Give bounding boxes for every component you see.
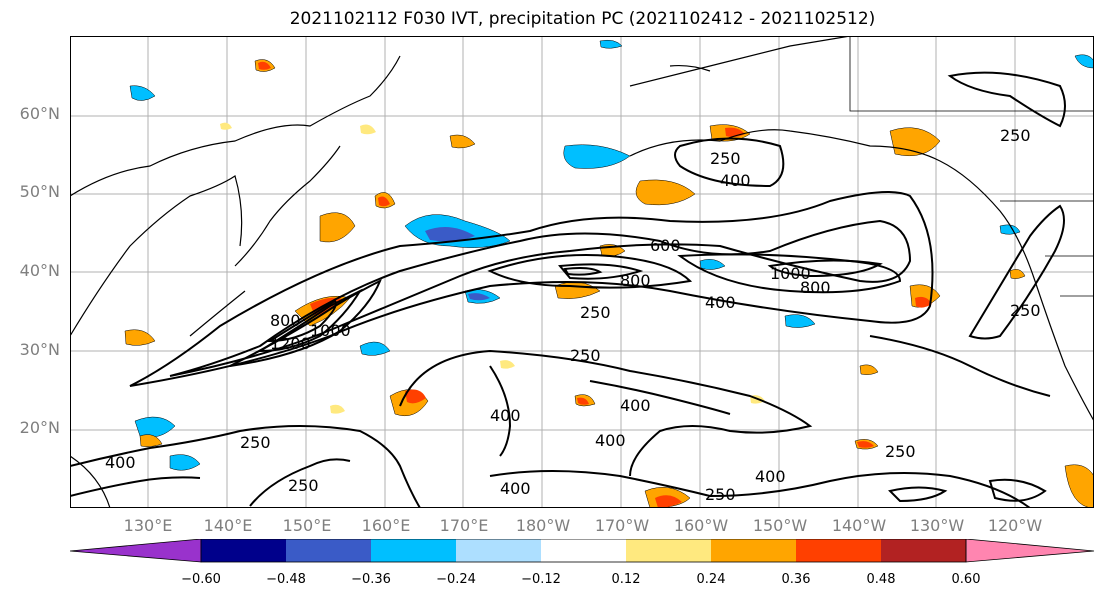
contour-label-250-g: 250 bbox=[705, 485, 736, 504]
colorbar-tick-1: −0.60 bbox=[181, 572, 221, 587]
coastlines bbox=[70, 36, 1094, 508]
contour-label-400: 400 bbox=[705, 293, 736, 312]
lon-label-160w: 160°W bbox=[673, 516, 729, 535]
contour-labels: 600 800 400 250 800 1000 1200 1000 800 2… bbox=[105, 126, 1041, 504]
lat-label-60n: 60°N bbox=[19, 104, 60, 123]
contour-label-1200: 1200 bbox=[270, 334, 311, 353]
colorbar-tick-10: 0.60 bbox=[951, 572, 981, 587]
colorbar-segment-3 bbox=[371, 539, 456, 562]
lat-label-50n: 50°N bbox=[19, 182, 60, 201]
contour-label-250-d: 250 bbox=[570, 346, 601, 365]
contour-label-800: 800 bbox=[620, 271, 651, 290]
lat-label-40n: 40°N bbox=[19, 261, 60, 280]
colorbar-tick-5: −0.12 bbox=[521, 572, 561, 587]
contour-label-400-c: 400 bbox=[620, 396, 651, 415]
contour-label-250-h: 250 bbox=[885, 442, 916, 461]
colorbar-tick-2: −0.48 bbox=[266, 572, 306, 587]
colorbar-segment-5 bbox=[541, 539, 626, 562]
colorbar-tick-6: 0.12 bbox=[611, 572, 641, 587]
contour-label-400-d: 400 bbox=[595, 431, 626, 450]
colorbar-tick-7: 0.24 bbox=[696, 572, 726, 587]
colorbar-segment-2 bbox=[286, 539, 371, 562]
lon-label-140w: 140°W bbox=[831, 516, 887, 535]
contour-label-1000: 1000 bbox=[310, 321, 351, 340]
colorbar-extend-high bbox=[965, 539, 1095, 563]
contour-label-400-g: 400 bbox=[500, 479, 531, 498]
contour-label-400-b: 400 bbox=[720, 171, 751, 190]
colorbar-segment-8 bbox=[796, 539, 881, 562]
lon-label-150w: 150°W bbox=[752, 516, 808, 535]
contour-label-250-c: 250 bbox=[1000, 126, 1031, 145]
contour-label-400-f: 400 bbox=[105, 453, 136, 472]
colorbar-tick-4: −0.24 bbox=[436, 572, 476, 587]
lon-label-180w: 180°W bbox=[515, 516, 571, 535]
map-title: 2021102112 F030 IVT, precipitation PC (2… bbox=[289, 9, 876, 29]
colorbar-tick-3: −0.36 bbox=[351, 572, 391, 587]
colorbar-segment-1 bbox=[201, 539, 286, 562]
colorbar-segment-9 bbox=[881, 539, 966, 562]
lon-label-170w: 170°W bbox=[594, 516, 650, 535]
colorbar-segment-4 bbox=[456, 539, 541, 562]
contour-label-400-h: 400 bbox=[755, 467, 786, 486]
lon-label-130w: 130°W bbox=[909, 516, 965, 535]
lon-label-130e: 130°E bbox=[123, 516, 173, 535]
contour-label-250-b: 250 bbox=[710, 149, 741, 168]
contour-label-800-c: 800 bbox=[270, 311, 301, 330]
lat-label-30n: 30°N bbox=[19, 340, 60, 359]
contour-label-250-i: 250 bbox=[1010, 301, 1041, 320]
colorbar-segment-7 bbox=[711, 539, 796, 562]
colorbar bbox=[70, 539, 1095, 563]
lon-label-140e: 140°E bbox=[203, 516, 253, 535]
contour-label-400-e: 400 bbox=[490, 406, 521, 425]
lon-label-120w: 120°W bbox=[987, 516, 1043, 535]
contour-label-1000-b: 1000 bbox=[770, 264, 811, 283]
contour-label-250-e: 250 bbox=[240, 433, 271, 452]
lon-label-170e: 170°E bbox=[439, 516, 489, 535]
contour-label-250-f: 250 bbox=[288, 476, 319, 495]
lat-label-20n: 20°N bbox=[19, 418, 60, 437]
lon-label-160e: 160°E bbox=[361, 516, 411, 535]
colorbar-segment-6 bbox=[626, 539, 711, 562]
map-panel: 600 800 400 250 800 1000 1200 1000 800 2… bbox=[70, 36, 1094, 508]
lon-label-150e: 150°E bbox=[282, 516, 332, 535]
colorbar-tick-8: 0.36 bbox=[781, 572, 811, 587]
colorbar-extend-low bbox=[70, 539, 202, 563]
colorbar-tick-9: 0.48 bbox=[866, 572, 896, 587]
ivt-contours bbox=[70, 71, 1066, 508]
contour-label-800-b: 800 bbox=[800, 278, 831, 297]
contour-label-600: 600 bbox=[650, 236, 681, 255]
contour-label-250: 250 bbox=[580, 303, 611, 322]
